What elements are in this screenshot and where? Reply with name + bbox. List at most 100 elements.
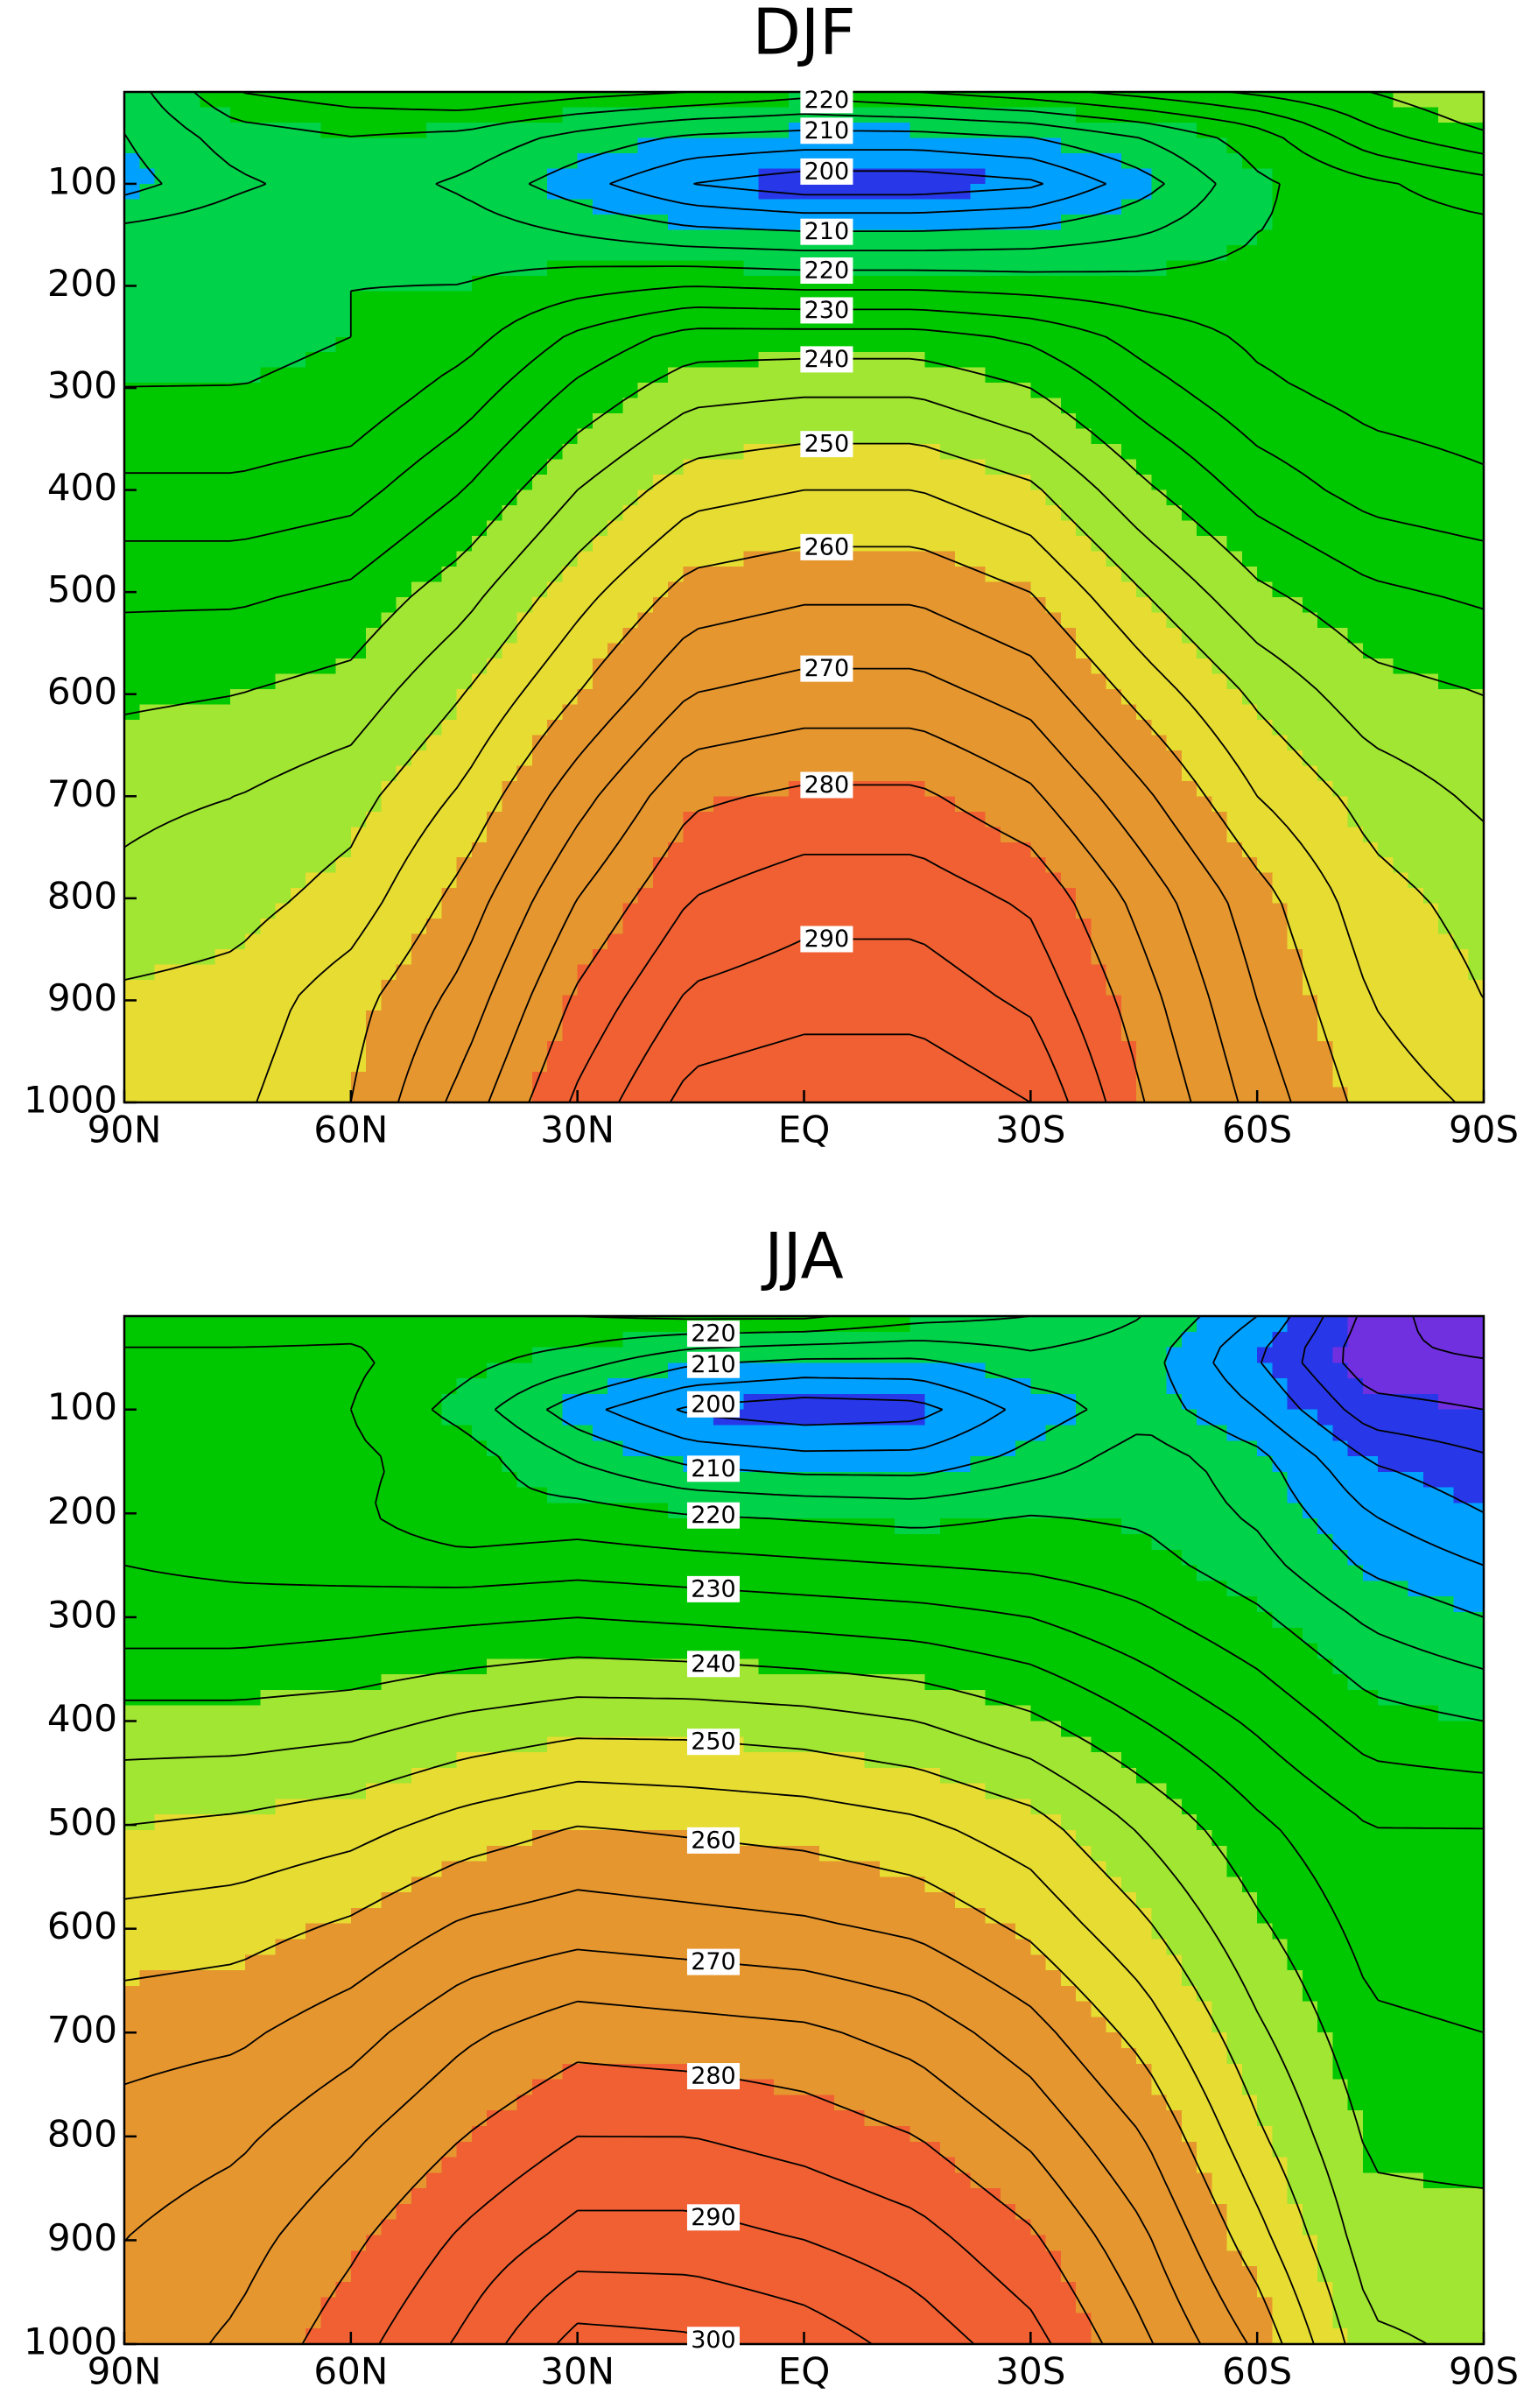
field-cell <box>200 643 216 659</box>
field-cell <box>849 811 866 827</box>
field-cell <box>1226 398 1243 414</box>
field-cell <box>985 505 1001 522</box>
field-cell <box>955 321 971 338</box>
field-cell <box>214 780 231 797</box>
field-cell <box>214 475 231 491</box>
field-cell <box>1000 107 1016 123</box>
field-cell <box>1197 398 1212 414</box>
field-cell <box>924 92 941 109</box>
field-cell <box>306 260 321 277</box>
field-cell <box>547 658 564 675</box>
field-cell <box>411 152 427 170</box>
field-cell <box>1287 92 1303 109</box>
field-cell <box>683 168 699 185</box>
field-cell <box>139 841 156 858</box>
field-cell <box>1241 229 1258 246</box>
field-cell <box>985 214 1001 230</box>
field-cell <box>245 352 261 369</box>
field-cell <box>350 383 367 399</box>
field-cell <box>426 567 442 583</box>
field-cell <box>834 735 850 751</box>
field-cell <box>1226 872 1243 889</box>
field-cell <box>1347 551 1364 567</box>
field-cell <box>531 137 548 154</box>
field-cell <box>849 765 866 782</box>
field-cell <box>1257 520 1274 537</box>
field-cell <box>909 857 926 874</box>
field-cell <box>668 750 685 766</box>
field-cell <box>471 597 488 614</box>
field-cell <box>1166 567 1183 583</box>
field-cell <box>1362 551 1379 567</box>
field-cell <box>154 199 171 215</box>
field-cell <box>1045 735 1062 751</box>
field-cell <box>668 459 685 475</box>
field-cell <box>1136 168 1152 185</box>
field-cell <box>698 383 714 399</box>
field-cell <box>637 92 654 109</box>
field-cell <box>924 520 941 537</box>
field-cell <box>214 735 231 751</box>
field-cell <box>834 475 850 491</box>
field-cell <box>743 581 760 598</box>
field-cell <box>1453 152 1470 170</box>
field-cell <box>396 735 412 751</box>
field-cell <box>1362 306 1379 322</box>
field-cell <box>1076 428 1092 445</box>
field-cell <box>1015 291 1031 307</box>
field-cell <box>849 306 866 322</box>
field-cell <box>864 612 881 629</box>
field-cell <box>1015 903 1031 919</box>
field-cell <box>1393 291 1409 307</box>
field-cell <box>970 122 987 139</box>
field-cell <box>592 841 608 858</box>
field-cell <box>622 627 639 644</box>
field-cell <box>1422 719 1439 736</box>
field-cell <box>562 627 579 644</box>
field-cell <box>290 827 306 843</box>
field-cell <box>592 597 608 614</box>
field-cell <box>970 229 987 246</box>
field-cell <box>350 168 367 185</box>
field-cell <box>471 704 488 721</box>
field-cell <box>260 841 277 858</box>
field-cell <box>154 627 171 644</box>
field-cell <box>396 520 412 537</box>
field-cell <box>985 306 1001 322</box>
field-cell <box>1302 796 1318 813</box>
field-cell <box>1091 291 1107 307</box>
field-cell <box>1000 857 1016 874</box>
field-cell <box>577 183 593 200</box>
field-cell <box>1347 291 1364 307</box>
field-cell <box>1287 581 1303 598</box>
field-cell <box>909 367 926 384</box>
field-cell <box>1393 919 1409 935</box>
field-cell <box>1045 688 1062 705</box>
field-cell <box>834 811 850 827</box>
field-cell <box>245 489 261 506</box>
field-cell <box>1393 612 1409 629</box>
field-cell <box>728 888 745 905</box>
field-cell <box>1378 627 1394 644</box>
field-cell <box>1151 765 1168 782</box>
field-cell <box>789 459 805 475</box>
field-cell <box>668 872 685 889</box>
field-cell <box>758 122 775 139</box>
field-cell <box>1287 199 1303 215</box>
field-cell <box>668 765 685 782</box>
field-cell <box>396 122 412 139</box>
field-cell <box>124 336 140 353</box>
field-cell <box>1091 765 1107 782</box>
field-cell <box>229 413 246 430</box>
field-cell <box>1362 827 1379 843</box>
field-cell <box>1422 919 1439 935</box>
field-cell <box>169 857 186 874</box>
field-cell <box>169 321 186 338</box>
field-cell <box>260 581 277 598</box>
field-cell <box>758 520 775 537</box>
field-cell <box>487 888 502 905</box>
field-cell <box>562 183 579 200</box>
field-cell <box>895 260 910 277</box>
field-cell <box>698 780 714 797</box>
field-cell <box>683 306 699 322</box>
